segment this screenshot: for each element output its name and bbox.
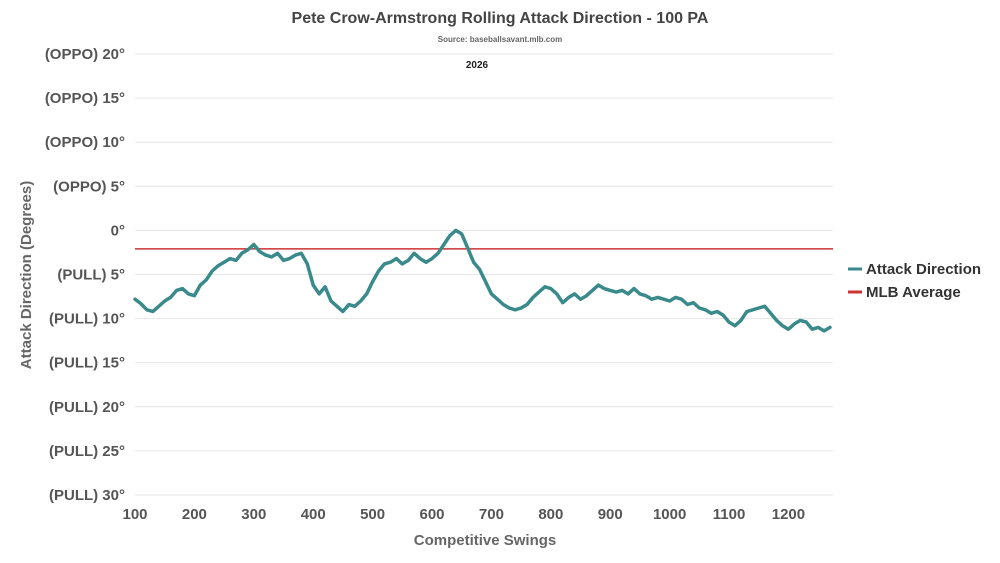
chart-title: Pete Crow-Armstrong Rolling Attack Direc… <box>292 10 709 27</box>
x-tick-label: 1200 <box>772 506 805 523</box>
y-tick-label: (OPPO) 20° <box>45 46 125 63</box>
legend-label-attack-direction: Attack Direction <box>866 261 981 278</box>
y-tick-label: (PULL) 20° <box>49 399 125 416</box>
legend-item-mlb-average[interactable]: MLB Average <box>848 284 961 301</box>
x-axis-ticks: 100 200 300 400 500 600 700 800 900 1000 1100 1200 <box>122 506 805 523</box>
attack-direction-line <box>133 228 832 333</box>
y-tick-label: (OPPO) 5° <box>53 178 125 195</box>
y-tick-label: (OPPO) 10° <box>45 134 125 151</box>
y-tick-label: (OPPO) 15° <box>45 90 125 107</box>
x-tick-label: 100 <box>122 506 147 523</box>
y-tick-label: (PULL) 5° <box>57 267 125 284</box>
x-tick-label: 1000 <box>653 506 686 523</box>
y-tick-label: 0° <box>111 222 125 239</box>
y-axis-ticks: (OPPO) 20° (OPPO) 15° (OPPO) 10° (OPPO) 5° 0… <box>45 46 125 504</box>
x-axis-label: Competitive Swings <box>414 532 557 549</box>
legend: Attack Direction MLB Average <box>848 261 981 301</box>
y-tick-label: (PULL) 30° <box>49 487 125 504</box>
x-tick-label: 800 <box>538 506 563 523</box>
x-tick-label: 300 <box>241 506 266 523</box>
x-tick-label: 1100 <box>713 506 746 523</box>
x-tick-label: 500 <box>360 506 385 523</box>
x-tick-label: 600 <box>420 506 445 523</box>
y-axis-label: Attack Direction (Degrees) <box>18 181 35 369</box>
x-tick-label: 200 <box>182 506 207 523</box>
x-tick-label: 900 <box>598 506 623 523</box>
season-label: 2026 <box>466 60 489 71</box>
chart-subtitle: Source: baseballsavant.mlb.com <box>438 35 563 44</box>
y-tick-label: (PULL) 15° <box>49 355 125 372</box>
y-tick-label: (PULL) 25° <box>49 443 125 460</box>
x-tick-label: 700 <box>479 506 504 523</box>
y-tick-label: (PULL) 10° <box>49 311 125 328</box>
legend-item-attack-direction[interactable]: Attack Direction <box>848 261 981 278</box>
legend-label-mlb-average: MLB Average <box>866 284 961 301</box>
x-tick-label: 400 <box>301 506 326 523</box>
